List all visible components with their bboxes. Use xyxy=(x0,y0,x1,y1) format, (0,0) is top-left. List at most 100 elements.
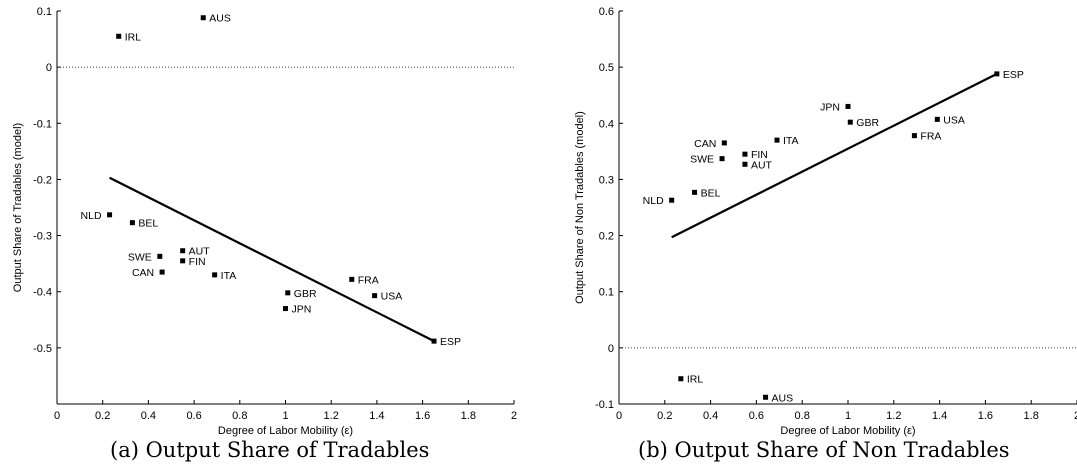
point-label-gbr: GBR xyxy=(856,117,879,129)
y-axis-title: Output Share of Tradables (model) xyxy=(12,123,24,292)
data-point-aus xyxy=(763,394,769,400)
x-tick-label: 0.2 xyxy=(657,410,672,422)
y-tick-label: -0.4 xyxy=(33,287,52,299)
point-label-swe: SWE xyxy=(690,154,714,166)
data-point-jpn xyxy=(845,103,851,109)
fit-line xyxy=(109,176,435,343)
y-axis-title: Output Share of Non Tradables (model) xyxy=(574,111,586,304)
point-label-fra: FRA xyxy=(920,131,941,143)
x-tick-label: 2 xyxy=(511,410,517,422)
x-tick-label: 1.8 xyxy=(1024,410,1039,422)
x-tick-label: 0.4 xyxy=(703,410,718,422)
y-tick-label: 0 xyxy=(608,343,614,355)
data-point-fra xyxy=(911,133,917,139)
y-tick-label: 0.1 xyxy=(37,6,52,18)
data-point-can xyxy=(159,269,165,275)
x-tick-label: 1 xyxy=(845,410,851,422)
panel-b-non-tradables: 00.20.40.60.811.21.41.61.82-0.100.10.20.… xyxy=(574,6,1077,437)
y-tick-label: 0.4 xyxy=(599,118,614,130)
data-point-can xyxy=(721,140,727,146)
y-tick-label: -0.1 xyxy=(595,399,614,411)
y-tick-label: -0.5 xyxy=(33,343,52,355)
x-tick-label: 0.6 xyxy=(186,410,201,422)
data-point-aut xyxy=(180,248,186,254)
x-tick-label: 0 xyxy=(616,410,622,422)
point-label-aut: AUT xyxy=(189,246,211,258)
point-label-jpn: JPN xyxy=(820,101,840,113)
x-axis-title: Degree of Labor Mobility (ε) xyxy=(780,425,915,437)
data-point-usa xyxy=(372,293,378,299)
point-label-bel: BEL xyxy=(701,187,721,199)
data-point-nld xyxy=(107,212,113,218)
y-tick-label: 0.1 xyxy=(599,287,614,299)
y-tick-label: 0.2 xyxy=(599,231,614,243)
x-tick-label: 2 xyxy=(1074,410,1077,422)
point-label-irl: IRL xyxy=(687,374,704,386)
x-tick-label: 0.8 xyxy=(232,410,247,422)
point-label-ita: ITA xyxy=(221,270,237,282)
data-point-swe xyxy=(157,253,163,259)
fit-line xyxy=(671,72,998,239)
data-point-aut xyxy=(742,161,748,167)
data-point-usa xyxy=(934,116,940,122)
point-label-can: CAN xyxy=(694,138,716,150)
point-label-can: CAN xyxy=(132,267,154,279)
y-tick-label: 0.6 xyxy=(599,6,614,18)
caption-panel-a: (a) Output Share of Tradables xyxy=(110,438,430,462)
x-tick-label: 1.8 xyxy=(461,410,476,422)
x-tick-label: 1.4 xyxy=(369,410,384,422)
data-point-fin xyxy=(180,258,186,264)
point-label-fin: FIN xyxy=(189,256,206,268)
data-point-swe xyxy=(719,156,725,162)
point-label-irl: IRL xyxy=(125,31,142,43)
x-axis-title: Degree of Labor Mobility (ε) xyxy=(218,425,353,437)
x-tick-label: 0.4 xyxy=(141,410,156,422)
point-label-usa: USA xyxy=(381,291,403,303)
point-label-aus: AUS xyxy=(772,392,794,404)
data-point-aus xyxy=(200,15,206,21)
point-label-nld: NLD xyxy=(81,210,102,222)
point-label-gbr: GBR xyxy=(294,288,317,300)
x-tick-label: 0.6 xyxy=(749,410,764,422)
point-label-nld: NLD xyxy=(643,195,664,207)
x-tick-label: 1.2 xyxy=(324,410,339,422)
x-tick-label: 0 xyxy=(54,410,60,422)
point-label-usa: USA xyxy=(943,114,965,126)
y-tick-label: -0.3 xyxy=(33,231,52,243)
y-tick-label: -0.1 xyxy=(33,118,52,130)
y-tick-label: -0.2 xyxy=(33,174,52,186)
y-tick-label: 0.5 xyxy=(599,62,614,74)
x-tick-label: 1.6 xyxy=(978,410,993,422)
data-point-gbr xyxy=(847,119,853,125)
data-point-irl xyxy=(116,33,122,39)
data-point-esp xyxy=(431,338,437,344)
y-tick-label: 0.3 xyxy=(599,174,614,186)
x-tick-label: 1 xyxy=(282,410,288,422)
point-label-aut: AUT xyxy=(751,159,773,171)
panel-a-tradables: 0 0.2 0.4 0.6 0.8 1 1.2 1.4 1.6 1.8 2 -0.5 -0.4 -0.3 -… xyxy=(12,6,517,437)
point-label-jpn: JPN xyxy=(292,304,312,316)
data-point-jpn xyxy=(283,306,288,312)
data-point-gbr xyxy=(285,290,291,296)
x-tick-label: 1.2 xyxy=(886,410,901,422)
data-point-bel xyxy=(129,220,135,226)
x-tick-label: 1.4 xyxy=(932,410,947,422)
point-label-aus: AUS xyxy=(209,13,231,25)
data-point-ita xyxy=(774,137,780,143)
x-tick-label: 1.6 xyxy=(415,410,430,422)
data-point-ita xyxy=(212,272,218,278)
x-tick-label: 0.2 xyxy=(95,410,110,422)
point-label-fra: FRA xyxy=(358,274,379,286)
point-label-ita: ITA xyxy=(783,135,799,147)
caption-panel-b: (b) Output Share of Non Tradables xyxy=(638,438,1010,462)
point-label-esp: ESP xyxy=(1003,69,1024,81)
data-point-esp xyxy=(994,71,1000,77)
data-point-irl xyxy=(678,376,684,382)
point-label-bel: BEL xyxy=(138,218,158,230)
point-label-fin: FIN xyxy=(751,149,768,161)
data-point-nld xyxy=(669,197,675,203)
point-label-swe: SWE xyxy=(128,251,152,263)
x-tick-label: 0.8 xyxy=(795,410,810,422)
data-point-fin xyxy=(742,151,748,157)
